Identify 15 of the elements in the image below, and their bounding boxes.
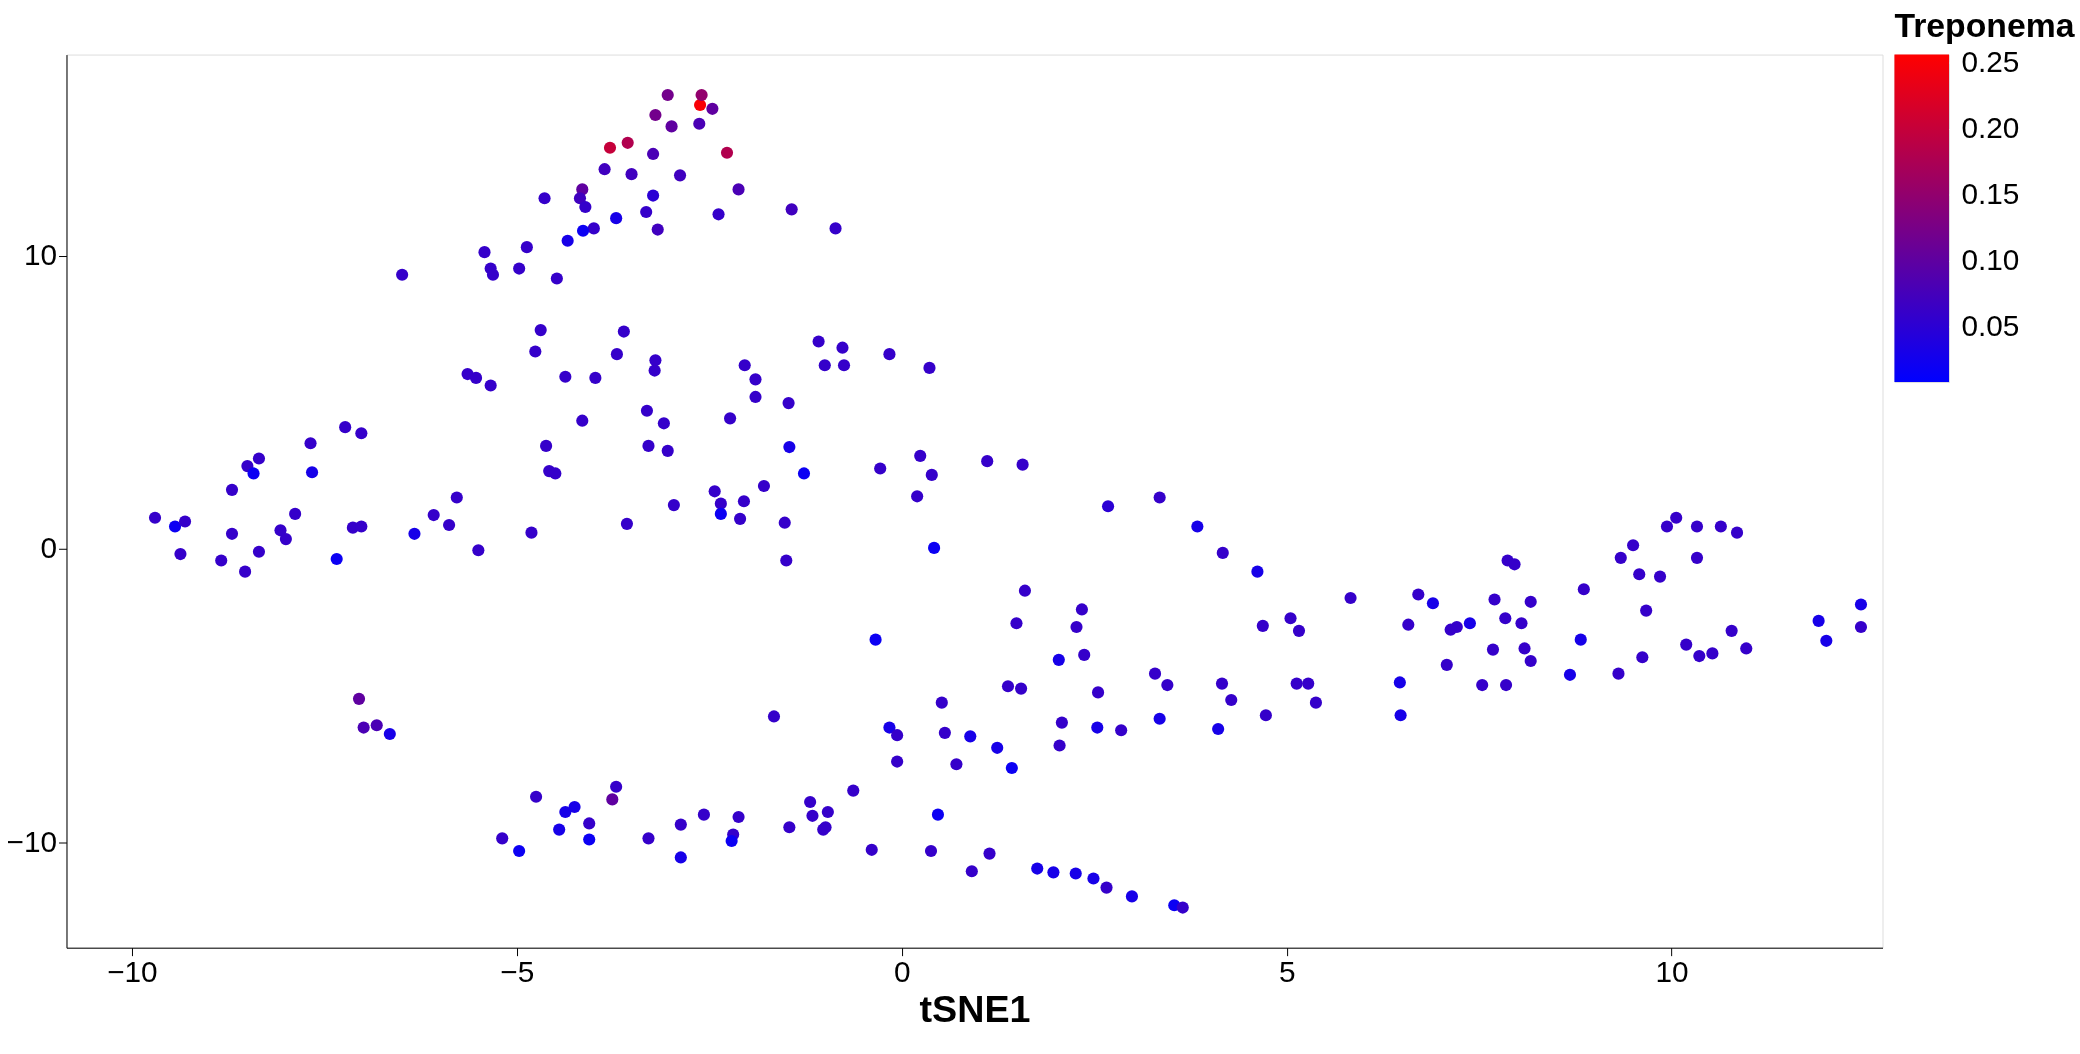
x-tick-label: −5	[500, 954, 535, 988]
color-bar-title: Treponema	[1894, 5, 2075, 44]
y-tick-label: 10	[23, 238, 58, 272]
x-tick-label: 0	[893, 954, 911, 988]
color-bar-label: 0.20	[1961, 110, 2020, 144]
color-bar-label: 0.10	[1961, 243, 2020, 276]
color-bar-label: 0.05	[1961, 309, 2020, 343]
x-tick-label: −10	[107, 954, 158, 988]
y-tick-label: −10	[6, 824, 58, 858]
x-axis-title: tSNE1	[919, 987, 1031, 1030]
x-tick-label: 10	[1655, 954, 1689, 988]
color-bar-label: 0.15	[1961, 176, 2020, 210]
color-bar-label: 0.25	[1961, 44, 2020, 78]
x-tick-label: 5	[1278, 954, 1296, 988]
y-tick-label: 0	[40, 531, 58, 565]
